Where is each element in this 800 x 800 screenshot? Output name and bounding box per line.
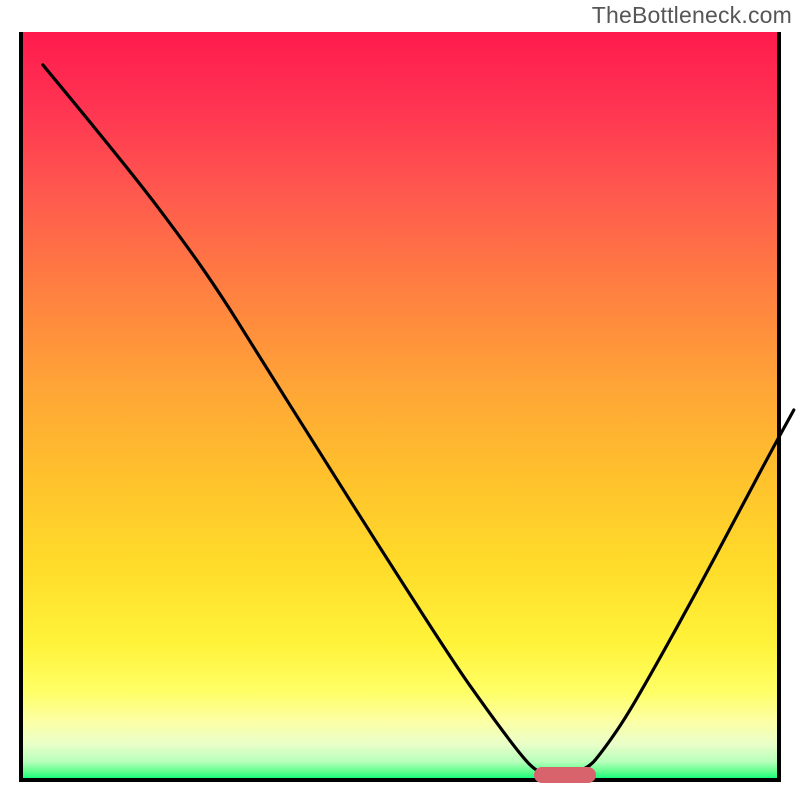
bottleneck-curve [23,32,777,778]
chart-canvas: TheBottleneck.com [0,0,800,800]
watermark-text: TheBottleneck.com [592,2,792,29]
curve-path [43,65,794,773]
optimal-marker [534,767,596,783]
plot-frame [19,32,781,782]
